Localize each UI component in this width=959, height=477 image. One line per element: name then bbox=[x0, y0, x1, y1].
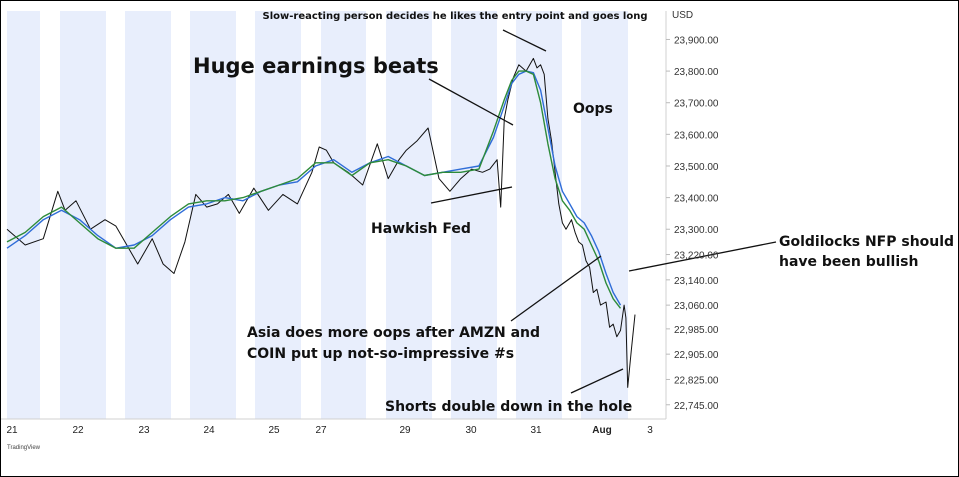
y-tick-label-7: 23,220.00 bbox=[674, 251, 719, 262]
y-tick-label-9: 23,060.00 bbox=[674, 301, 719, 312]
leader-line-0 bbox=[502, 29, 547, 52]
x-tick-label-3: 24 bbox=[203, 425, 215, 436]
session-band-0 bbox=[7, 11, 40, 419]
annotation-hawkish-fed: Hawkish Fed bbox=[371, 221, 471, 237]
y-axis: 23,900.00 23,800.00 23,700.00 23,600.00 23,5… bbox=[666, 35, 719, 412]
x-tick-label-6: 29 bbox=[399, 425, 411, 436]
annotation-nfp-line1: Goldilocks NFP should bbox=[779, 234, 954, 250]
y-tick-label-6: 23,300.00 bbox=[674, 225, 719, 236]
session-band-8 bbox=[516, 11, 562, 419]
x-tick-label-1: 22 bbox=[72, 425, 84, 436]
y-tick-label-1: 23,800.00 bbox=[674, 67, 719, 78]
x-tick-label-5: 27 bbox=[315, 425, 327, 436]
x-tick-label-2: 23 bbox=[138, 425, 150, 436]
y-tick-label-4: 23,500.00 bbox=[674, 162, 719, 173]
leader-line-2 bbox=[430, 186, 513, 204]
x-tick-label-8: 31 bbox=[530, 425, 542, 436]
session-band-6 bbox=[386, 11, 432, 419]
session-band-2 bbox=[125, 11, 171, 419]
annotation-asia-line2: COIN put up not-so-impressive #s bbox=[247, 346, 514, 362]
leader-line-1 bbox=[428, 78, 514, 126]
y-tick-label-11: 22,905.00 bbox=[674, 350, 719, 361]
y-tick-label-13: 22,745.00 bbox=[674, 401, 719, 412]
session-band-7 bbox=[451, 11, 497, 419]
y-tick-label-2: 23,700.00 bbox=[674, 99, 719, 110]
x-tick-label-7: 30 bbox=[465, 425, 477, 436]
leader-line-4 bbox=[510, 255, 602, 322]
x-tick-label-0: 21 bbox=[6, 425, 18, 436]
session-band-4 bbox=[255, 11, 301, 419]
annotation-asia-line1: Asia does more oops after AMZN and bbox=[247, 325, 540, 341]
x-tick-label-10: 3 bbox=[647, 425, 653, 436]
leader-line-3 bbox=[628, 241, 777, 272]
annotation-earnings-beats: Huge earnings beats bbox=[193, 54, 439, 78]
tradingview-watermark: TradingView bbox=[7, 445, 41, 451]
leader-line-5 bbox=[570, 368, 624, 394]
ma-green-line bbox=[6, 70, 622, 309]
annotation-late-long: Slow-reacting person decides he likes th… bbox=[263, 11, 648, 22]
session-band-5 bbox=[321, 11, 366, 419]
annotation-shorts: Shorts double down in the hole bbox=[385, 399, 632, 415]
session-bands bbox=[7, 11, 628, 419]
x-axis: 21 22 23 24 25 27 29 30 31 Aug 3 bbox=[6, 425, 653, 436]
y-tick-label-3: 23,600.00 bbox=[674, 130, 719, 141]
price-line bbox=[6, 57, 636, 388]
y-tick-label-8: 23,140.00 bbox=[674, 276, 719, 287]
annotation-nfp-line2: have been bullish bbox=[779, 254, 918, 270]
y-tick-label-12: 22,825.00 bbox=[674, 375, 719, 386]
x-tick-label-9: Aug bbox=[592, 425, 611, 436]
currency-label: USD bbox=[672, 10, 693, 21]
x-tick-label-4: 25 bbox=[268, 425, 280, 436]
annotation-oops: Oops bbox=[573, 101, 613, 117]
y-tick-label-5: 23,400.00 bbox=[674, 194, 719, 205]
session-band-9 bbox=[581, 11, 628, 419]
y-tick-label-10: 22,985.00 bbox=[674, 325, 719, 336]
leader-lines bbox=[428, 29, 777, 394]
session-band-3 bbox=[190, 11, 236, 419]
y-tick-label-0: 23,900.00 bbox=[674, 35, 719, 46]
series-layer bbox=[6, 57, 636, 388]
